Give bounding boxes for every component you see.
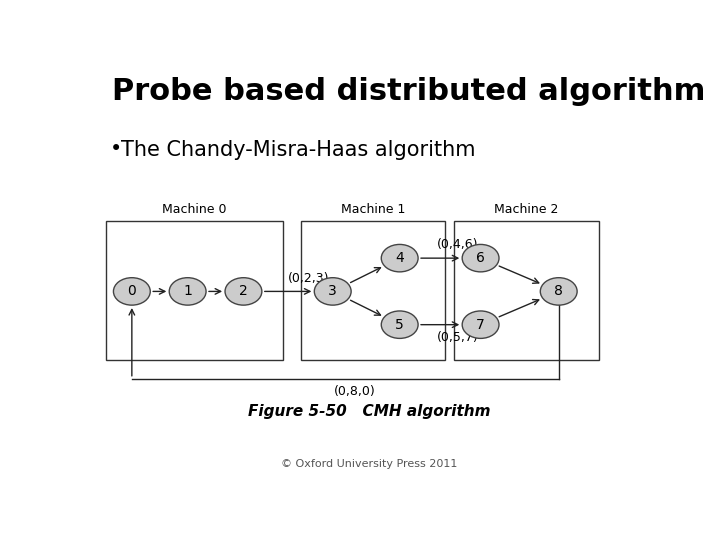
Circle shape: [114, 278, 150, 305]
Text: Machine 1: Machine 1: [341, 202, 405, 216]
Text: (0,5,7): (0,5,7): [437, 332, 479, 345]
Text: 6: 6: [476, 251, 485, 265]
Text: Probe based distributed algorithm: Probe based distributed algorithm: [112, 77, 706, 106]
Text: Machine 2: Machine 2: [495, 202, 559, 216]
Text: Machine 0: Machine 0: [162, 202, 226, 216]
Text: 8: 8: [554, 285, 563, 299]
Circle shape: [382, 311, 418, 339]
Text: (0,2,3): (0,2,3): [288, 272, 330, 285]
Bar: [106, 221, 282, 360]
Text: 5: 5: [395, 318, 404, 332]
Text: 2: 2: [239, 285, 248, 299]
Circle shape: [540, 278, 577, 305]
Circle shape: [169, 278, 206, 305]
Text: 4: 4: [395, 251, 404, 265]
Circle shape: [315, 278, 351, 305]
Text: © Oxford University Press 2011: © Oxford University Press 2011: [281, 459, 457, 469]
Text: Figure 5-50   CMH algorithm: Figure 5-50 CMH algorithm: [248, 404, 490, 420]
Bar: [301, 221, 446, 360]
Text: (0,8,0): (0,8,0): [334, 384, 376, 397]
Text: 0: 0: [127, 285, 136, 299]
Text: 1: 1: [183, 285, 192, 299]
Circle shape: [462, 311, 499, 339]
Text: 7: 7: [476, 318, 485, 332]
Circle shape: [462, 245, 499, 272]
Text: 3: 3: [328, 285, 337, 299]
Text: (0,4,6): (0,4,6): [437, 238, 479, 251]
Bar: [454, 221, 599, 360]
Circle shape: [382, 245, 418, 272]
Circle shape: [225, 278, 262, 305]
Text: •: •: [109, 139, 122, 159]
Text: The Chandy-Misra-Haas algorithm: The Chandy-Misra-Haas algorithm: [121, 140, 475, 160]
